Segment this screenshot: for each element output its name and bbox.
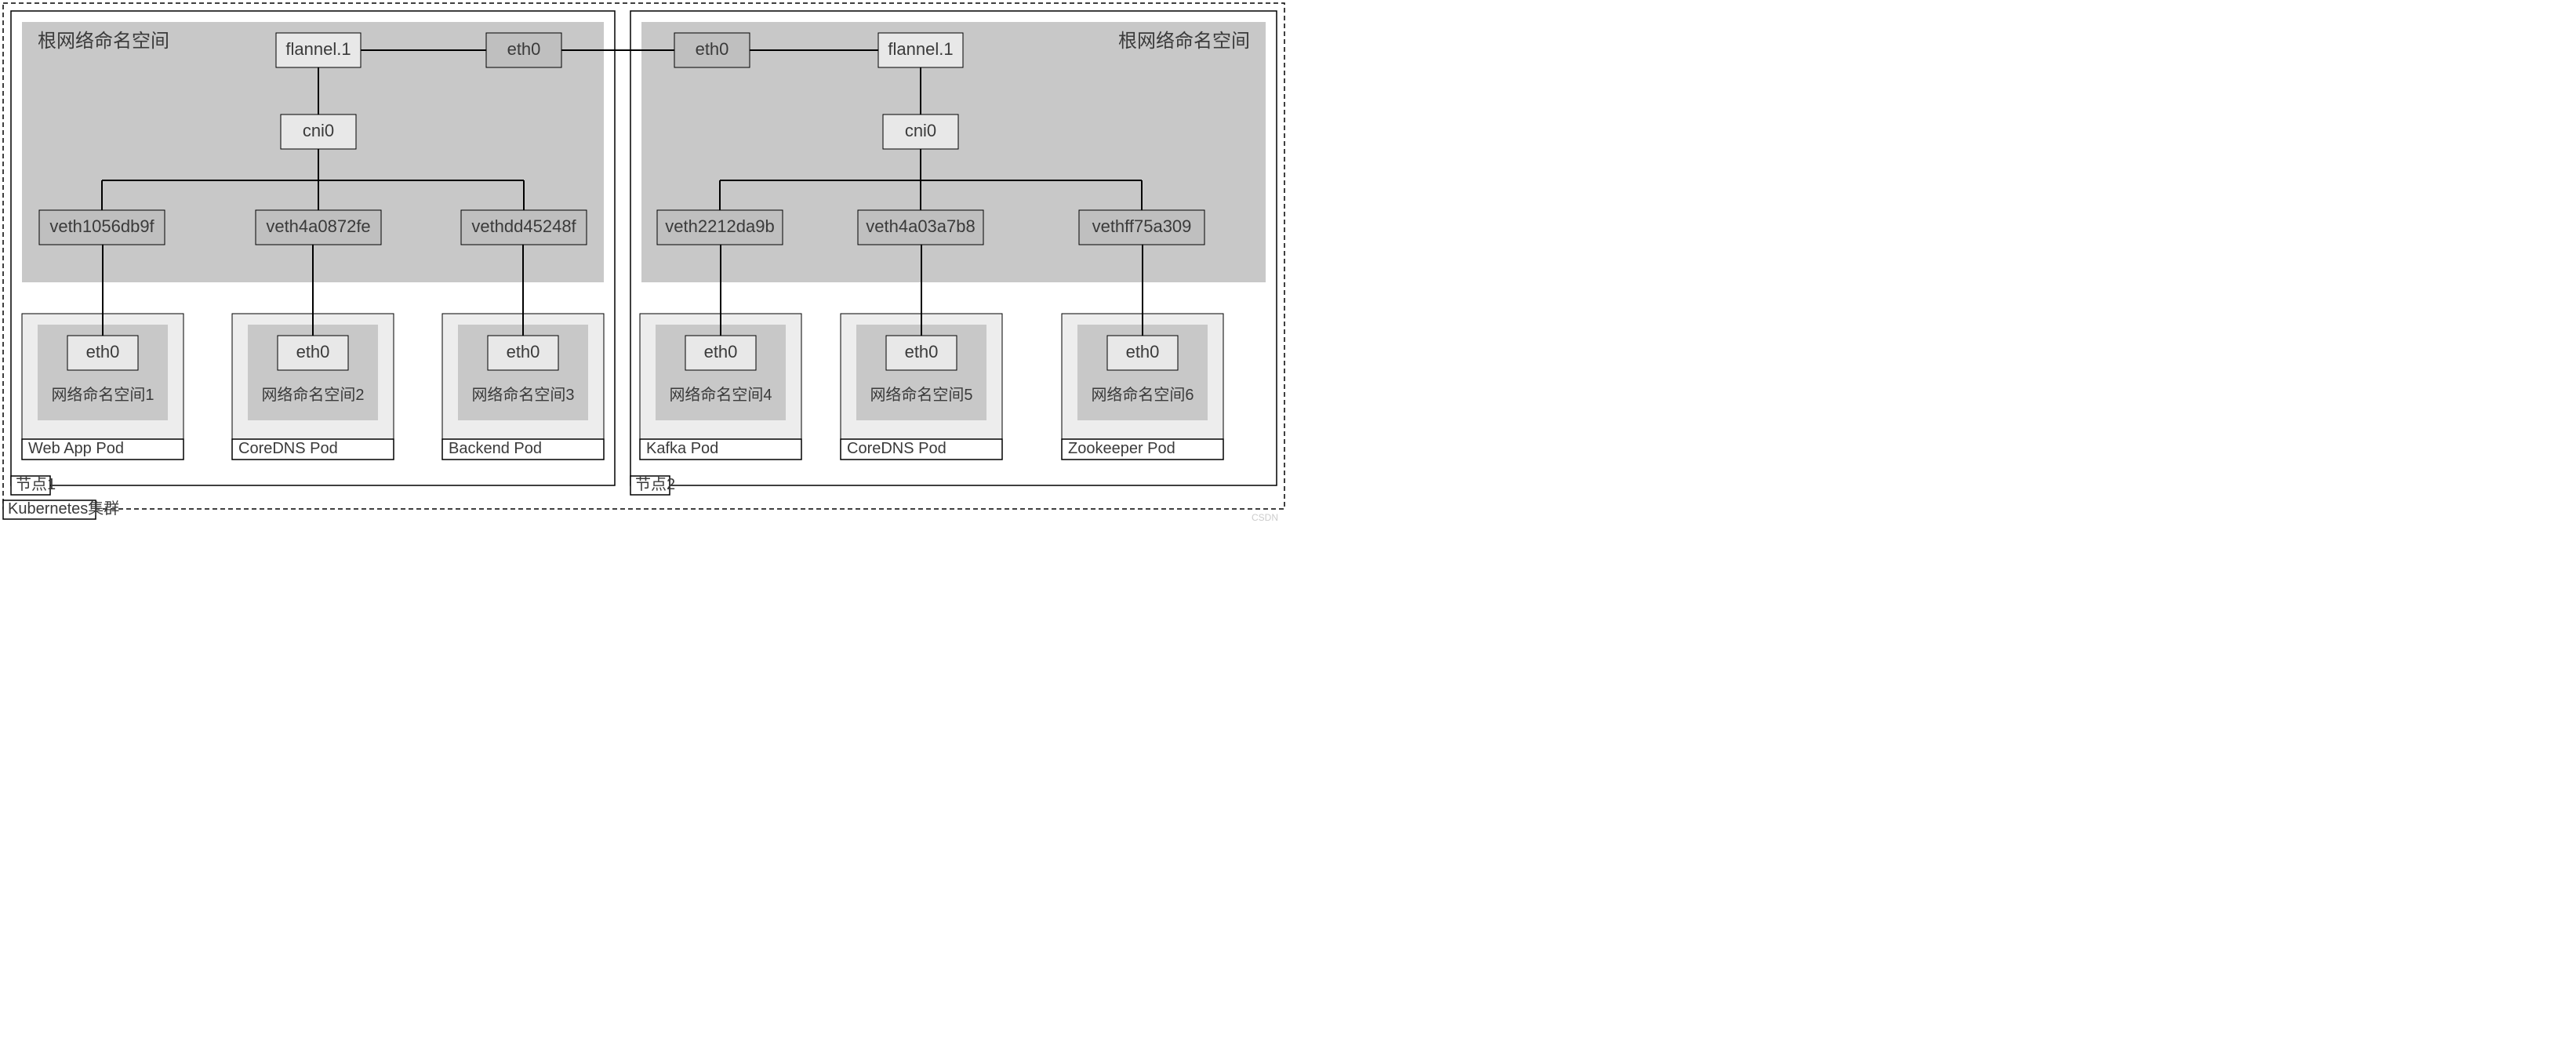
node2-cni0-label: cni0 [905,121,936,140]
k8s-network-diagram: Kubernetes集群 节点1 根网络命名空间 flannel.1 eth0 … [0,0,1288,525]
node1-pod2-eth0-label: eth0 [507,342,540,362]
node2-root-ns-label: 根网络命名空间 [1118,31,1250,52]
node1-pod0-eth0-label: eth0 [86,342,120,362]
node2-pod0-ns-label: 网络命名空间4 [669,386,772,404]
node2-veth1-label: veth4a03a7b8 [866,216,975,236]
node1-pod1-label: CoreDNS Pod [238,440,338,457]
node2-veth2-label: vethff75a309 [1092,216,1192,236]
node1-veth2-label: vethdd45248f [471,216,576,236]
node1-root-ns-label: 根网络命名空间 [38,31,169,52]
node1-pod1-ns-label: 网络命名空间2 [261,386,364,404]
node1-label: 节点1 [16,475,56,493]
node1-pod2-label: Backend Pod [449,440,542,457]
node1-pod1-eth0-label: eth0 [296,342,330,362]
node2-veth0-label: veth2212da9b [665,216,774,236]
node1-flannel-label: flannel.1 [285,39,351,59]
node2-pod0-eth0-label: eth0 [704,342,738,362]
node2-pod1-ns-label: 网络命名空间5 [870,386,972,404]
node2-pod2-label: Zookeeper Pod [1068,440,1175,457]
node2-pod1-eth0-label: eth0 [905,342,939,362]
node1-veth1-label: veth4a0872fe [266,216,370,236]
node1-pod0-ns-label: 网络命名空间1 [51,386,154,404]
cluster-label: Kubernetes集群 [8,500,119,518]
node1-pod0-label: Web App Pod [28,440,124,457]
node2-flannel-label: flannel.1 [888,39,953,59]
node2-pod1-label: CoreDNS Pod [847,440,946,457]
node2-pod2-ns-label: 网络命名空间6 [1091,386,1194,404]
node2-pod2-eth0-label: eth0 [1126,342,1160,362]
node2-label: 节点2 [635,475,675,493]
node1-cni0-label: cni0 [303,121,334,140]
node2-eth0-label: eth0 [696,39,729,59]
node1-eth0-label: eth0 [507,39,541,59]
node2-pod0-label: Kafka Pod [646,440,718,457]
node1-veth0-label: veth1056db9f [49,216,154,236]
node1-pod2-ns-label: 网络命名空间3 [471,386,574,404]
watermark: CSDN [1252,512,1278,523]
